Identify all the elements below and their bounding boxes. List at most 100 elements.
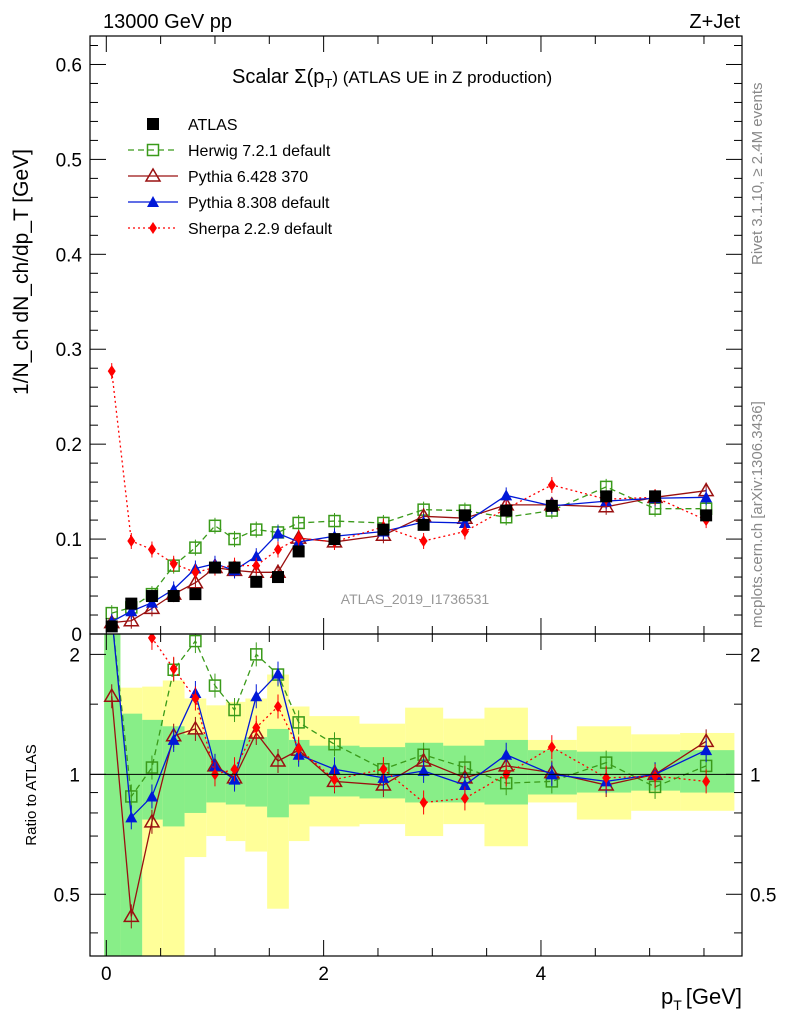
herwig-point (208, 679, 222, 692)
y-axis-label: 1/N_ch dN_ch/dp_T [GeV] (10, 149, 33, 395)
axis-ticks: 00.10.20.30.40.50.60 2 40.5 0.51 12 2 (54, 36, 776, 985)
process-label: Z+Jet (689, 11, 740, 33)
rivet-label: Rivet 3.1.10, ≥ 2.4M events (749, 83, 766, 266)
atlas-point (292, 545, 305, 558)
sherpa-point (127, 575, 135, 587)
pythia8-point (250, 690, 263, 702)
atlas-point (167, 590, 180, 603)
pythia6-point (187, 720, 204, 735)
ratio-y-tick-label-right: 0.5 (750, 885, 776, 906)
band-green (288, 739, 310, 805)
main-panel-series (103, 363, 715, 633)
y-tick-label: 0.5 (56, 150, 82, 171)
legend-label-pythia8: Pythia 8.308 default (188, 195, 330, 212)
band-green (104, 634, 121, 956)
herwig-point (328, 514, 341, 528)
pythia8-point (271, 667, 284, 679)
pythia8-point (250, 550, 263, 562)
atlas-point (208, 561, 221, 574)
band-green (267, 728, 289, 818)
atlas-point (250, 575, 263, 588)
sherpa-point (651, 770, 660, 783)
pythia8-point (271, 527, 284, 539)
x-tick-label: 4 (536, 964, 547, 985)
atlas-point (147, 118, 159, 130)
sherpa-point (127, 534, 136, 547)
mcplots-label: mcplots.cern.ch [arXiv:1306.3436] (749, 401, 766, 628)
herwig-point (146, 143, 160, 157)
atlas-point (328, 533, 341, 546)
legend: ATLAS Herwig 7.2.1 default Pythia 6.428 37… (128, 117, 333, 238)
atlas-point (649, 490, 662, 503)
sherpa-point (294, 742, 303, 755)
sherpa-point (419, 796, 428, 809)
pythia6-point (143, 813, 161, 828)
band-green (162, 726, 185, 827)
y-tick-label: 0 (71, 625, 82, 646)
ratio-panel-frame (89, 633, 743, 957)
sherpa-point (191, 692, 200, 705)
ratio-y-axis-label: Ratio to ATLAS (23, 744, 40, 845)
sherpa-point (330, 773, 339, 786)
sherpa-point (273, 543, 282, 556)
pythia8-point (147, 196, 159, 207)
y-tick-label: 0.2 (56, 435, 82, 456)
sherpa-point (547, 478, 556, 491)
sherpa-point (147, 634, 156, 644)
herwig-point (292, 716, 305, 729)
herwig-point (328, 737, 341, 751)
pythia6-point (375, 776, 392, 791)
y-tick-label: 0.4 (56, 245, 83, 266)
atlas-point (700, 509, 713, 522)
sherpa-point (149, 222, 157, 234)
sherpa-point (191, 566, 200, 579)
sherpa-point (252, 721, 261, 734)
herwig-point (145, 761, 159, 774)
atlas-point (271, 571, 284, 584)
pythia8-point (700, 491, 713, 503)
y-tick-label: 0.1 (56, 530, 82, 551)
sherpa-point (169, 557, 178, 570)
ratio-y-tick-label: 1 (69, 765, 80, 786)
pythia8-point (145, 790, 158, 802)
herwig-point (125, 790, 138, 803)
herwig-point (250, 523, 263, 536)
atlas-point (125, 597, 138, 610)
ratio-y-tick-label: 0.5 (54, 885, 80, 906)
x-tick-label: 2 (318, 964, 329, 985)
sherpa-point (230, 763, 239, 776)
herwig-point (228, 532, 241, 546)
sherpa-point (294, 532, 303, 545)
atlas-point (417, 518, 430, 531)
y-tick-label: 0.6 (56, 55, 82, 76)
sherpa-point (419, 534, 428, 547)
sherpa-point (460, 792, 469, 805)
pythia6-point (187, 574, 204, 589)
herwig-point (250, 648, 263, 661)
legend-label-pythia6: Pythia 6.428 370 (188, 169, 308, 186)
sherpa-point (147, 543, 156, 556)
herwig-point (189, 541, 202, 554)
atlas-point (189, 588, 202, 601)
band-green (245, 737, 268, 807)
uncertainty-bands (104, 634, 735, 956)
plot-title: Scalar Σ(pT) (ATLAS UE in Z production) (232, 66, 552, 91)
herwig-point (208, 519, 222, 533)
pythia6-point (122, 907, 140, 923)
ratio-y-tick-label-right: 2 (750, 645, 761, 666)
herwig-point (189, 634, 202, 648)
pythia8-point (145, 596, 158, 608)
atlas-point (105, 620, 118, 633)
atlas-point (377, 523, 390, 536)
sherpa-point (379, 763, 388, 776)
pythia8-point (167, 733, 180, 745)
pythia8-point (125, 811, 138, 823)
herwig-point (228, 703, 241, 717)
x-axis-label: pT [GeV] (661, 984, 742, 1013)
herwig-point (292, 516, 305, 530)
atlas-point (458, 509, 471, 522)
pythia6-point (269, 752, 287, 767)
legend-label-herwig: Herwig 7.2.1 default (188, 143, 331, 160)
sherpa-point (273, 700, 282, 713)
